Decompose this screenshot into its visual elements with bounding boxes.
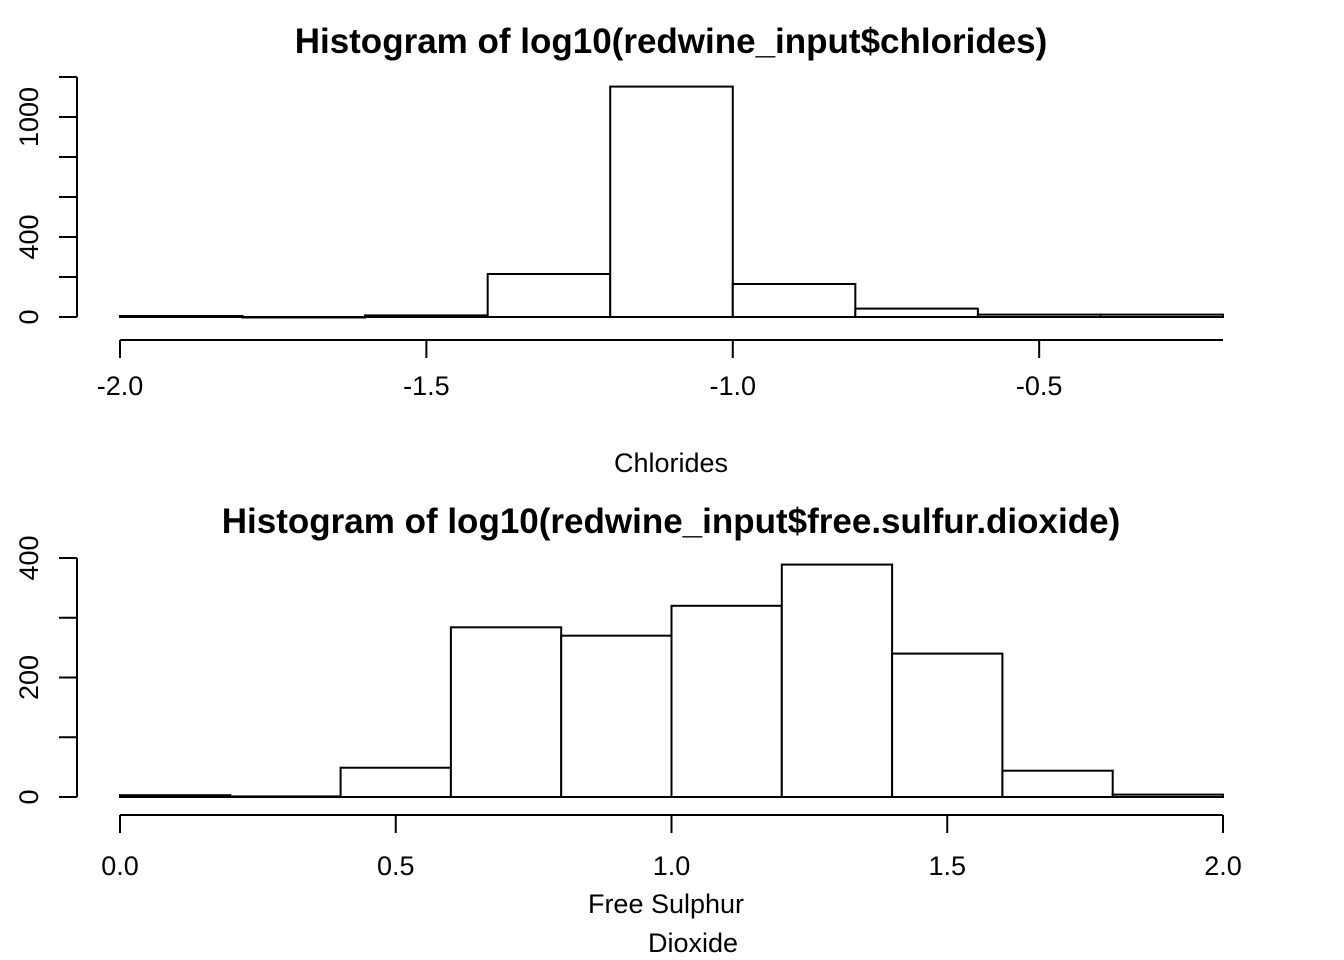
chlorides-histogram: Histogram of log10(redwine_input$chlorid… — [14, 22, 1225, 478]
y-tick-label: 0 — [14, 309, 44, 324]
chart-title: Histogram of log10(redwine_input$free.su… — [222, 502, 1120, 541]
histogram-bar — [364, 314, 489, 318]
x-tick-label: 0.0 — [101, 851, 139, 881]
histogram-bar — [609, 85, 734, 318]
histogram-bar — [119, 794, 232, 799]
histogram-bar — [449, 626, 563, 798]
histogram-bar — [241, 316, 367, 319]
x-tick-label: -1.5 — [403, 371, 450, 401]
y-tick-label: 0 — [14, 789, 44, 804]
histogram-bar — [486, 273, 612, 318]
x-axis: -2.0 -1.5 -1.0 -0.5 — [97, 339, 1223, 401]
histogram-bar — [670, 604, 783, 798]
y-tick-label: 400 — [14, 535, 44, 580]
x-axis: 0.0 0.5 1.0 1.5 2.0 — [101, 814, 1242, 881]
histogram-bar — [339, 766, 452, 798]
histogram-bar — [119, 315, 244, 318]
x-axis-label-line-1: Free Sulphur — [588, 889, 744, 919]
chart-title: Histogram of log10(redwine_input$chlorid… — [295, 22, 1048, 61]
histogram-bar — [731, 283, 857, 318]
x-tick-label: 0.5 — [377, 851, 415, 881]
histogram-bar — [1001, 769, 1114, 799]
histogram-bar — [229, 795, 342, 799]
histogram-bar — [854, 307, 979, 319]
x-axis-label: Chlorides — [614, 448, 728, 478]
histogram-bar — [560, 634, 673, 798]
y-tick-label: 200 — [14, 655, 44, 700]
histogram-bar — [891, 652, 1004, 798]
x-tick-label: 2.0 — [1204, 851, 1242, 881]
histogram-bar — [976, 313, 1102, 319]
x-tick-label: -0.5 — [1016, 371, 1063, 401]
x-axis-label-line-2: Dioxide — [648, 928, 738, 958]
y-axis: 0 400 1000 — [14, 76, 78, 325]
histogram-bar — [1111, 793, 1224, 798]
bars-group — [119, 563, 1224, 799]
histogram-bar — [780, 563, 894, 799]
y-tick-label: 400 — [14, 214, 44, 259]
histogram-bar — [1099, 313, 1225, 319]
bars-group — [119, 85, 1225, 319]
x-tick-label: 1.0 — [653, 851, 691, 881]
x-tick-label: 1.5 — [928, 851, 966, 881]
y-tick-label: 1000 — [14, 87, 44, 147]
x-tick-label: -2.0 — [97, 371, 144, 401]
free-sulfur-dioxide-histogram: Histogram of log10(redwine_input$free.su… — [14, 502, 1242, 958]
y-axis: 0 200 400 — [14, 535, 78, 805]
x-tick-label: -1.0 — [710, 371, 757, 401]
